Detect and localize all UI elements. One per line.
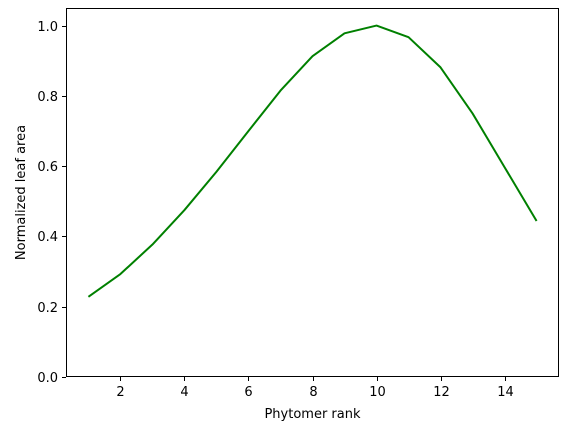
- y-tick-label: 0.0: [37, 371, 58, 386]
- y-tick-label: 0.8: [37, 90, 58, 105]
- y-axis-ticks: 0.0 0.2 0.4 0.6 0.8 1.0: [37, 20, 66, 386]
- y-tick-label: 1.0: [37, 20, 58, 35]
- x-tick-label: 2: [116, 385, 124, 400]
- x-tick-label: 8: [309, 385, 317, 400]
- series-layer: [87, 24, 538, 298]
- y-tick-label: 0.2: [37, 301, 58, 316]
- x-tick-label: 6: [244, 385, 252, 400]
- plot-frame: [66, 8, 559, 377]
- x-axis-ticks: 2 4 6 8 10 12 14: [116, 377, 514, 400]
- x-tick-label: 14: [497, 385, 514, 400]
- x-tick-label: 4: [180, 385, 188, 400]
- x-tick-label: 12: [433, 385, 450, 400]
- y-axis-label: Normalized leaf area: [14, 125, 29, 260]
- y-tick-label: 0.6: [37, 160, 58, 175]
- series-line: [87, 24, 538, 298]
- x-tick-label: 10: [369, 385, 386, 400]
- x-axis-label: Phytomer rank: [264, 407, 361, 422]
- y-tick-label: 0.4: [37, 230, 58, 245]
- plot-area: [66, 8, 559, 377]
